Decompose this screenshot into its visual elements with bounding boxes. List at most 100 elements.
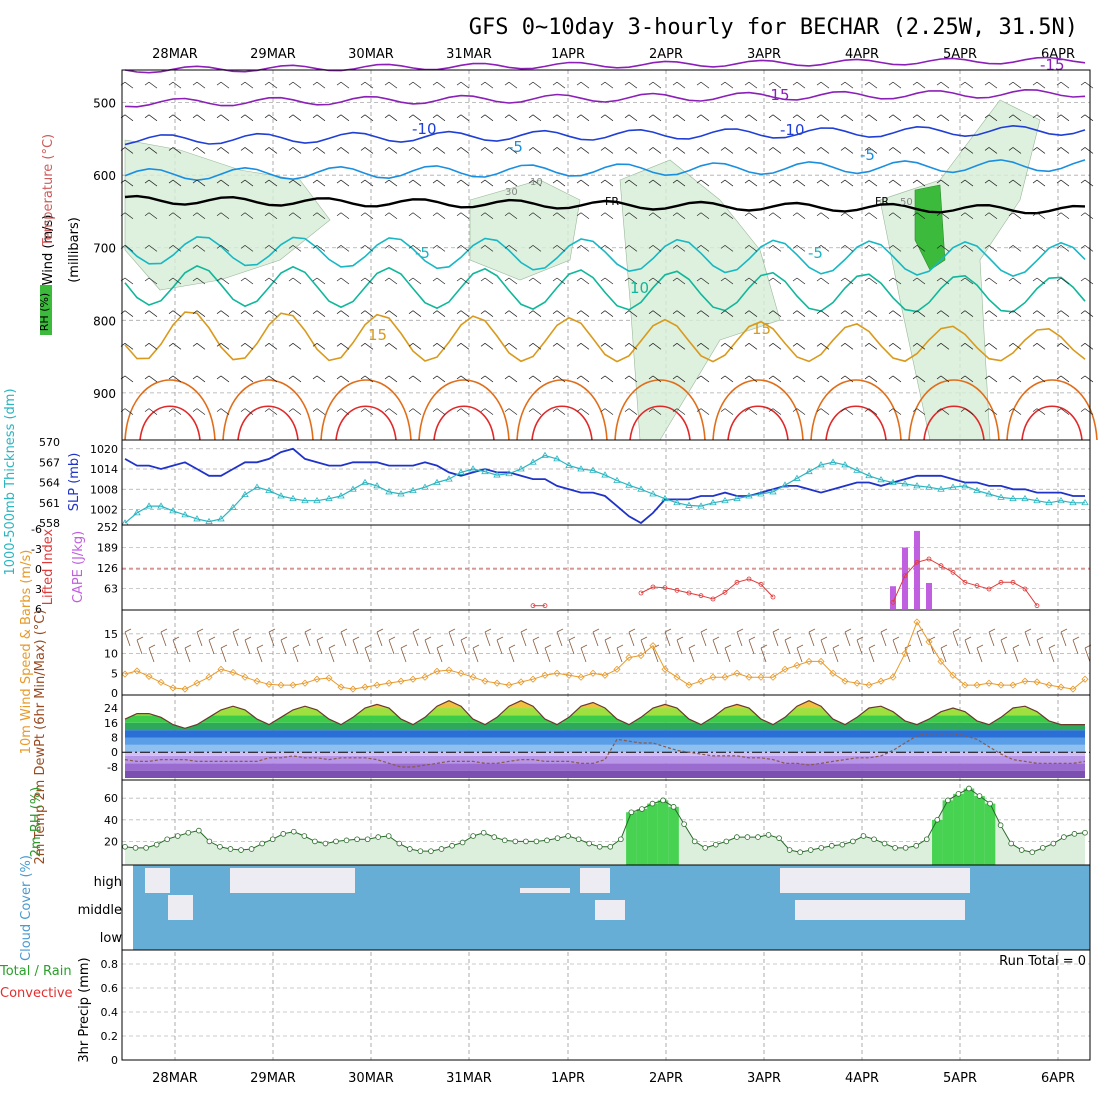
rh-point bbox=[628, 809, 635, 816]
thickness-point bbox=[625, 481, 633, 488]
wind-speed-point bbox=[913, 618, 921, 626]
wind-speed-point bbox=[301, 679, 309, 687]
thickness-point bbox=[553, 455, 561, 462]
thickness-point bbox=[805, 467, 813, 475]
wind-barb bbox=[384, 245, 398, 252]
wind-speed-point bbox=[517, 678, 525, 686]
date-label-top: 28MAR bbox=[152, 47, 198, 62]
precip-ylabel-convective: Convective bbox=[0, 986, 73, 1001]
wind-barb bbox=[120, 277, 134, 285]
wind-ylabel: 10m Wind Speed & Barbs (m/s) bbox=[19, 550, 34, 755]
surface-wind-barb bbox=[856, 636, 864, 655]
wind-barb bbox=[600, 343, 614, 350]
wind-barb bbox=[240, 277, 254, 285]
wind-barb bbox=[264, 375, 278, 383]
temp-band bbox=[125, 737, 1085, 745]
li-tick-label: 0 bbox=[35, 563, 42, 576]
surface-wind-barb bbox=[1012, 644, 1020, 663]
wind-barb bbox=[1008, 245, 1022, 252]
wind-speed-point bbox=[781, 665, 789, 673]
wind-barb bbox=[1032, 179, 1046, 187]
wind-barb bbox=[1056, 375, 1070, 383]
wind-speed-point bbox=[1057, 683, 1065, 691]
wind-barb bbox=[240, 212, 254, 220]
wind-barb bbox=[744, 375, 758, 383]
wind-barb bbox=[696, 81, 710, 89]
wind-speed-point bbox=[277, 681, 285, 689]
rh-high-bar bbox=[974, 796, 985, 865]
wind-tick-label: 0 bbox=[111, 687, 118, 700]
lifted-index-point bbox=[746, 576, 752, 582]
wind-barb bbox=[528, 114, 542, 122]
surface-wind-barb bbox=[460, 636, 468, 655]
thickness-point bbox=[325, 494, 333, 502]
wind-barb bbox=[336, 408, 350, 415]
wind-barb bbox=[552, 343, 566, 350]
rh-point bbox=[428, 848, 434, 854]
thickness-point bbox=[973, 486, 981, 493]
wind-barb bbox=[864, 114, 878, 122]
contour-label: -5 bbox=[808, 244, 823, 262]
surface-wind-barb bbox=[796, 644, 804, 663]
date-label-bottom: 28MAR bbox=[152, 1071, 198, 1086]
wind-barb bbox=[216, 212, 230, 220]
wind-barb bbox=[1080, 114, 1094, 122]
thickness-point bbox=[889, 478, 897, 485]
temperature-contour-diurnal-hot bbox=[531, 405, 593, 441]
run-total-label: Run Total = 0 bbox=[999, 954, 1086, 969]
wind-barb bbox=[600, 212, 614, 220]
wind-barb bbox=[480, 343, 494, 350]
wind-barb bbox=[600, 310, 614, 317]
contour-label: -15 bbox=[765, 86, 790, 104]
contour-label: 15 bbox=[368, 326, 387, 344]
wind-barb bbox=[360, 179, 374, 187]
wind-barb bbox=[384, 114, 398, 122]
surface-wind-barb bbox=[376, 628, 384, 647]
wind-barb bbox=[1032, 147, 1046, 154]
rh-point bbox=[491, 834, 498, 840]
wind-barb bbox=[648, 114, 662, 122]
wind-barb bbox=[552, 245, 566, 252]
temp-band bbox=[125, 770, 1085, 778]
lifted-index-line bbox=[892, 558, 1038, 606]
wind-barb bbox=[864, 179, 878, 187]
rh-point bbox=[354, 836, 360, 843]
rh-point bbox=[269, 836, 276, 843]
rh-point bbox=[153, 841, 160, 848]
wind-barb bbox=[216, 81, 230, 89]
wind-barb bbox=[840, 114, 854, 122]
wind-barb bbox=[264, 179, 278, 187]
wind-barb bbox=[552, 408, 566, 415]
rh-point bbox=[385, 833, 392, 839]
wind-barb bbox=[432, 277, 446, 285]
wind-barb bbox=[768, 277, 782, 285]
wind-barb bbox=[864, 375, 878, 383]
wind-barb bbox=[576, 277, 590, 285]
rh-point bbox=[670, 804, 677, 810]
wind-barb bbox=[144, 408, 158, 415]
wind-barb bbox=[1080, 408, 1094, 415]
wind-barb bbox=[480, 277, 494, 285]
surface-wind-barb bbox=[436, 644, 444, 663]
thickness-point bbox=[637, 485, 645, 492]
wind-tick-label: 5 bbox=[111, 667, 118, 680]
wind-barb bbox=[1032, 114, 1046, 122]
thickness-point bbox=[445, 475, 453, 482]
cloud-clear-patch bbox=[780, 868, 970, 893]
rh-point bbox=[470, 833, 476, 839]
wind-barb bbox=[408, 310, 422, 317]
thickness-point bbox=[829, 458, 837, 465]
wind-barb bbox=[504, 277, 518, 285]
wind-barb bbox=[456, 277, 470, 285]
rh-shade-region bbox=[619, 159, 781, 441]
rh-tick-label: 20 bbox=[104, 835, 118, 848]
temp-band bbox=[125, 708, 1085, 716]
date-label-bottom: 30MAR bbox=[348, 1071, 394, 1086]
wind-barb bbox=[912, 179, 926, 187]
surface-wind-barb bbox=[292, 644, 300, 663]
wind-barb bbox=[168, 310, 182, 317]
wind-barb bbox=[648, 81, 662, 89]
surface-wind-barb bbox=[544, 644, 552, 663]
rh-high-bar bbox=[953, 793, 964, 865]
wind-barb bbox=[192, 310, 206, 317]
